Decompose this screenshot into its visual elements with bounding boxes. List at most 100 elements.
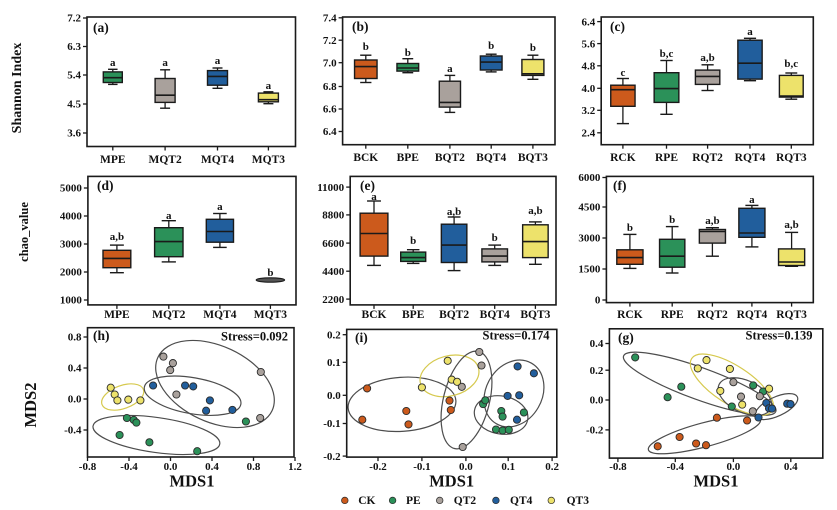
svg-text:b: b [405, 47, 411, 59]
svg-text:MQT3: MQT3 [252, 154, 285, 166]
svg-text:BQT4: BQT4 [480, 309, 510, 321]
svg-text:8800: 8800 [322, 210, 345, 222]
svg-text:chao_value: chao_value [17, 202, 31, 262]
svg-text:0.0: 0.0 [459, 461, 473, 473]
svg-text:RQT3: RQT3 [776, 152, 807, 164]
svg-text:1000: 1000 [60, 295, 83, 307]
svg-text:MDS1: MDS1 [694, 472, 739, 491]
svg-text:a: a [747, 26, 753, 38]
svg-text:a: a [447, 63, 453, 75]
svg-text:b: b [267, 267, 273, 279]
svg-text:a: a [371, 191, 377, 203]
svg-text:RCK: RCK [610, 152, 636, 164]
svg-text:b,c: b,c [660, 48, 674, 60]
svg-text:(h): (h) [93, 328, 110, 343]
svg-text:0: 0 [595, 295, 601, 307]
svg-text:0.0: 0.0 [727, 461, 741, 473]
svg-text:BQT2: BQT2 [435, 152, 465, 164]
svg-text:MQT3: MQT3 [254, 309, 287, 321]
svg-text:BCK: BCK [353, 152, 378, 164]
svg-text:a,b: a,b [528, 205, 542, 217]
svg-text:-0.2: -0.2 [369, 461, 387, 473]
svg-text:BQT3: BQT3 [518, 152, 548, 164]
svg-text:a: a [217, 201, 223, 213]
svg-text:0.1: 0.1 [327, 357, 341, 369]
svg-text:(i): (i) [355, 330, 368, 345]
svg-text:RPE: RPE [661, 309, 684, 321]
svg-text:MQT2: MQT2 [152, 309, 185, 321]
svg-text:6000: 6000 [578, 172, 601, 184]
svg-text:Stress=0.174: Stress=0.174 [483, 329, 551, 343]
svg-text:(a): (a) [93, 20, 109, 35]
svg-text:b: b [363, 41, 369, 53]
svg-text:b: b [530, 42, 536, 54]
svg-text:0.0: 0.0 [164, 461, 178, 473]
svg-text:3000: 3000 [578, 233, 601, 245]
svg-text:0.4: 0.4 [205, 461, 219, 473]
svg-text:(f): (f) [613, 178, 627, 193]
svg-text:7.2: 7.2 [67, 13, 81, 25]
svg-text:-0.8: -0.8 [609, 461, 627, 473]
svg-text:a: a [162, 57, 168, 69]
svg-text:6.3: 6.3 [67, 41, 81, 53]
svg-text:0.0: 0.0 [327, 390, 341, 402]
svg-text:-0.4: -0.4 [64, 425, 82, 437]
svg-text:b,c: b,c [784, 58, 798, 70]
svg-text:0.2: 0.2 [590, 365, 604, 377]
svg-text:MDS1: MDS1 [170, 472, 215, 491]
svg-text:6.6: 6.6 [323, 104, 337, 116]
svg-text:0.2: 0.2 [327, 329, 341, 341]
svg-text:RCK: RCK [617, 309, 643, 321]
svg-text:2.4: 2.4 [581, 128, 595, 140]
svg-text:7.0: 7.0 [323, 57, 337, 69]
svg-text:MQT2: MQT2 [148, 154, 181, 166]
svg-text:CK: CK [358, 495, 375, 507]
svg-text:4400: 4400 [322, 266, 345, 278]
svg-text:1500: 1500 [578, 264, 601, 276]
svg-text:b: b [488, 40, 494, 52]
svg-text:4500: 4500 [578, 202, 601, 214]
svg-text:MQT4: MQT4 [201, 154, 234, 166]
svg-text:4.5: 4.5 [67, 99, 81, 111]
svg-text:RQT2: RQT2 [692, 152, 723, 164]
svg-text:(g): (g) [618, 330, 634, 345]
svg-text:-0.4: -0.4 [667, 461, 685, 473]
svg-text:-0.1: -0.1 [413, 461, 430, 473]
svg-text:Shannon Index: Shannon Index [10, 43, 25, 134]
svg-text:Stress=0.092: Stress=0.092 [221, 330, 288, 344]
svg-text:a,b: a,b [447, 206, 461, 218]
svg-text:BPE: BPE [402, 309, 425, 321]
svg-text:BCK: BCK [362, 309, 387, 321]
svg-text:5.4: 5.4 [67, 70, 81, 82]
svg-text:-0.4: -0.4 [120, 461, 138, 473]
svg-text:BQT3: BQT3 [520, 309, 550, 321]
svg-text:0.0: 0.0 [590, 395, 604, 407]
svg-text:0.1: 0.1 [501, 461, 515, 473]
svg-text:(c): (c) [610, 19, 625, 34]
svg-text:c: c [620, 67, 625, 79]
svg-text:1.2: 1.2 [288, 461, 302, 473]
svg-text:RQT2: RQT2 [697, 309, 728, 321]
svg-text:0.4: 0.4 [784, 461, 798, 473]
svg-text:2000: 2000 [60, 267, 83, 279]
svg-text:a,b: a,b [700, 52, 714, 64]
svg-text:QT3: QT3 [567, 495, 590, 507]
svg-text:0.8: 0.8 [68, 332, 82, 344]
svg-text:a: a [749, 194, 755, 206]
svg-text:b: b [492, 232, 498, 244]
svg-text:-0.1: -0.1 [323, 418, 340, 430]
svg-text:PE: PE [406, 495, 421, 507]
svg-text:RPE: RPE [655, 152, 678, 164]
svg-text:0.2: 0.2 [545, 461, 559, 473]
svg-text:-0.8: -0.8 [79, 461, 97, 473]
svg-text:0.0: 0.0 [68, 394, 82, 406]
svg-text:BPE: BPE [397, 152, 420, 164]
svg-text:a: a [266, 80, 272, 92]
svg-text:a: a [215, 55, 221, 67]
svg-text:a: a [110, 57, 116, 69]
svg-text:0.4: 0.4 [590, 338, 604, 350]
svg-text:6.4: 6.4 [323, 126, 337, 138]
svg-text:5000: 5000 [60, 183, 83, 195]
svg-text:3.2: 3.2 [581, 105, 595, 117]
svg-text:4.8: 4.8 [581, 61, 595, 73]
